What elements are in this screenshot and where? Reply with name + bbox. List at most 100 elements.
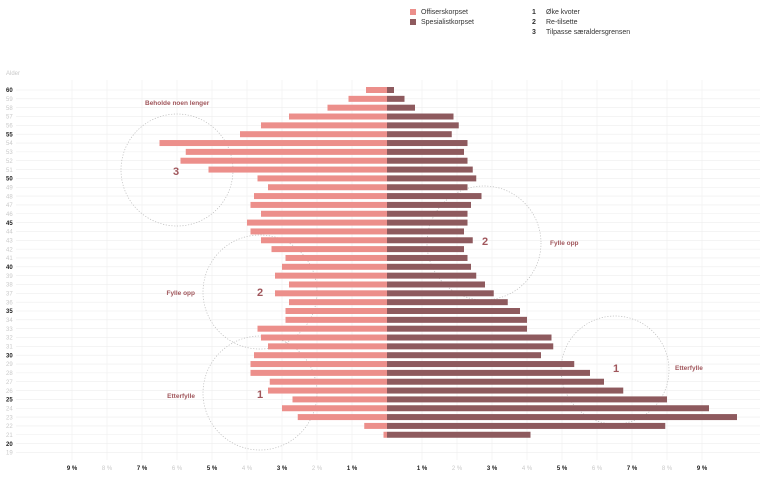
- bar-spesialistkorpset: [387, 95, 405, 102]
- age-label: 30: [6, 353, 13, 359]
- age-label: 58: [6, 106, 13, 112]
- x-tick-label: 7 %: [137, 466, 148, 472]
- x-tick-labels: 9 % 8 % 7 % 6 % 5 % 4 % 3 % 2 % 1 % 1 % 2 % 3 % 4 % 5…: [67, 466, 708, 472]
- annotation-labels: 3 Beholde noen lenger 2 Fylle opp 2 Fylle opp…: [145, 100, 703, 401]
- x-tick-label: 8 %: [662, 466, 673, 472]
- bar-offiserskorpset: [257, 175, 387, 182]
- bar-spesialistkorpset: [387, 325, 527, 332]
- bar-spesialistkorpset: [387, 87, 394, 93]
- bar-spesialistkorpset: [387, 246, 464, 253]
- bar-spesialistkorpset: [387, 254, 468, 261]
- age-label: 59: [6, 97, 13, 103]
- age-label: 52: [6, 159, 13, 165]
- age-label: 49: [6, 185, 13, 191]
- annotation-number: 1: [613, 363, 619, 375]
- bar-offiserskorpset: [254, 193, 387, 200]
- bar-offiserskorpset: [261, 237, 387, 244]
- annotation-label: Fylle opp: [550, 240, 579, 247]
- age-label: 21: [6, 433, 13, 439]
- bar-spesialistkorpset: [387, 166, 473, 173]
- bar-spesialistkorpset: [387, 272, 477, 279]
- bar-spesialistkorpset: [387, 361, 575, 368]
- x-tick-label: 1 %: [417, 466, 428, 472]
- age-label: 20: [6, 442, 13, 448]
- bar-offiserskorpset: [285, 308, 387, 314]
- bar-spesialistkorpset: [387, 237, 473, 244]
- age-label: 26: [6, 389, 13, 395]
- bar-offiserskorpset: [275, 272, 387, 279]
- age-label: 24: [6, 406, 13, 412]
- bar-spesialistkorpset: [387, 122, 459, 129]
- x-tick-label: 5 %: [207, 466, 218, 472]
- bar-spesialistkorpset: [387, 104, 415, 111]
- key-text: Re-tilsette: [546, 18, 578, 26]
- bar-offiserskorpset: [292, 396, 387, 403]
- bar-offiserskorpset: [383, 431, 387, 438]
- age-label: 19: [6, 451, 13, 457]
- annotation-number: 3: [173, 166, 179, 178]
- bar-offiserskorpset: [208, 166, 387, 173]
- key-item-3: 3 Tilpasse særaldersgrensen: [532, 27, 630, 37]
- bar-offiserskorpset: [261, 334, 387, 341]
- x-tick-label: 7 %: [627, 466, 638, 472]
- age-label: 48: [6, 194, 13, 200]
- age-label: 40: [6, 265, 13, 271]
- bar-offiserskorpset: [289, 299, 387, 306]
- x-tick-label: 4 %: [522, 466, 533, 472]
- x-tick-label: 2 %: [452, 466, 463, 472]
- bar-spesialistkorpset: [387, 290, 494, 297]
- x-tick-label: 5 %: [557, 466, 568, 472]
- bar-spesialistkorpset: [387, 201, 471, 208]
- bar-offiserskorpset: [268, 184, 387, 191]
- bar-offiserskorpset: [250, 369, 387, 376]
- bar-offiserskorpset: [275, 290, 387, 297]
- bar-offiserskorpset: [159, 140, 387, 147]
- key-number: 1: [532, 8, 536, 16]
- bar-offiserskorpset: [327, 104, 387, 111]
- age-label: 60: [6, 88, 13, 94]
- age-label: 55: [6, 132, 13, 138]
- bar-offiserskorpset: [289, 113, 387, 120]
- bar-offiserskorpset: [269, 378, 387, 385]
- legend-swatch-offiserskorpset: [410, 9, 416, 15]
- bar-spesialistkorpset: [387, 308, 520, 314]
- annotation-label: Etterfylle: [167, 393, 195, 400]
- bar-spesialistkorpset: [387, 219, 468, 226]
- age-label: 23: [6, 415, 13, 421]
- age-label: 22: [6, 424, 13, 430]
- age-label: 47: [6, 203, 13, 209]
- x-tick-label: 2 %: [312, 466, 323, 472]
- bar-offiserskorpset: [261, 210, 387, 217]
- key-number: 3: [532, 28, 536, 36]
- x-tick-label: 9 %: [67, 466, 78, 472]
- annotation-circle: [426, 185, 542, 301]
- annotation-label: Etterfylle: [675, 365, 703, 372]
- age-label: 53: [6, 150, 13, 156]
- legend: Offiserskorpset Spesialistkorpset: [410, 7, 474, 27]
- legend-label-offiserskorpset: Offiserskorpset: [421, 8, 468, 16]
- age-label: 28: [6, 371, 13, 377]
- annotation-label: Fylle opp: [166, 290, 195, 297]
- age-label: 25: [6, 398, 13, 404]
- age-label: 34: [6, 318, 13, 324]
- bar-spesialistkorpset: [387, 387, 624, 394]
- bar-offiserskorpset: [254, 352, 387, 359]
- age-label: 31: [6, 345, 13, 351]
- bar-offiserskorpset: [348, 95, 387, 102]
- bar-spesialistkorpset: [387, 184, 468, 191]
- bar-offiserskorpset: [282, 263, 387, 270]
- x-tick-label: 1 %: [347, 466, 358, 472]
- bar-spesialistkorpset: [387, 369, 590, 376]
- bar-spesialistkorpset: [387, 210, 468, 217]
- bar-offiserskorpset: [271, 246, 387, 253]
- annotation-number: 2: [257, 287, 263, 299]
- bar-offiserskorpset: [297, 414, 387, 421]
- bar-spesialistkorpset: [387, 352, 541, 359]
- age-label: 57: [6, 115, 13, 121]
- annotation-number: 2: [482, 236, 488, 248]
- x-tick-label: 9 %: [697, 466, 708, 472]
- annotation-number: 1: [257, 389, 263, 401]
- measure-key: 1 Øke kvoter 2 Re-tilsette 3 Tilpasse sæ…: [532, 7, 630, 37]
- bar-spesialistkorpset: [387, 343, 554, 350]
